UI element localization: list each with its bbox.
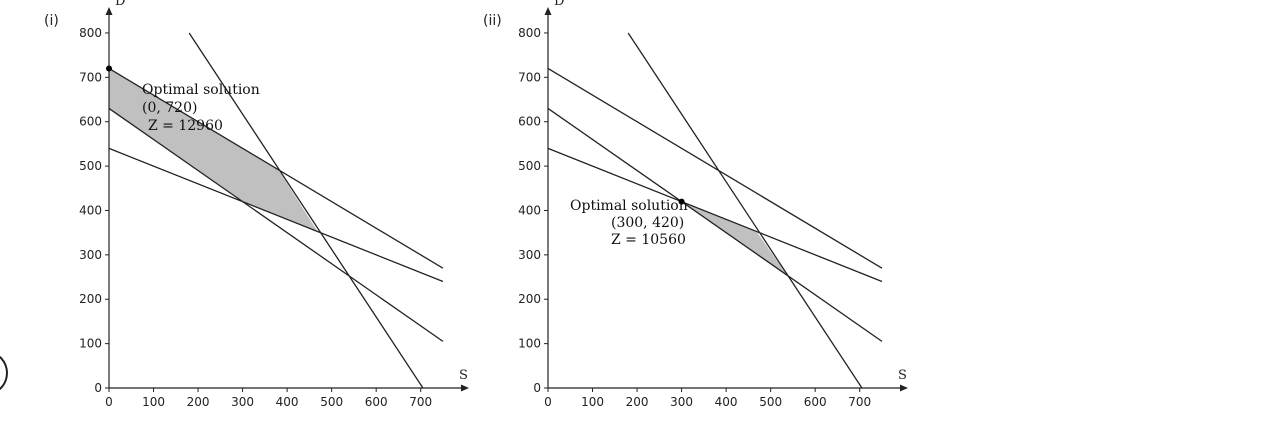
y-tick-label: 500 xyxy=(79,159,102,173)
x-tick-label: 100 xyxy=(581,395,604,409)
constraint-line xyxy=(547,67,883,269)
annotation-line: (0, 720) xyxy=(142,100,197,116)
annotation-line: Optimal solution xyxy=(570,198,688,214)
x-tick-label: 600 xyxy=(365,395,388,409)
y-axis-arrow xyxy=(105,6,113,15)
constraint-line xyxy=(547,147,883,283)
constraint-line xyxy=(188,32,424,389)
y-tick-label: 200 xyxy=(79,292,102,306)
annotation-line: Z = 12960 xyxy=(148,118,223,134)
x-tick-label: 100 xyxy=(142,395,165,409)
y-tick-label: 100 xyxy=(518,337,541,351)
y-tick-label: 600 xyxy=(79,115,102,129)
x-tick-label: 700 xyxy=(409,395,432,409)
y-axis-label: D xyxy=(554,0,564,9)
x-tick-label: 400 xyxy=(276,395,299,409)
y-tick-label: 700 xyxy=(79,70,102,84)
x-tick-label: 0 xyxy=(544,395,552,409)
y-tick-label: 0 xyxy=(94,381,102,395)
y-tick-label: 800 xyxy=(518,26,541,40)
y-tick-label: 300 xyxy=(79,248,102,262)
annotation-line: Optimal solution xyxy=(142,82,260,98)
y-axis-label: D xyxy=(115,0,125,9)
x-tick-label: 500 xyxy=(759,395,782,409)
y-tick-label: 600 xyxy=(518,115,541,129)
x-tick-label: 400 xyxy=(715,395,738,409)
y-tick-label: 500 xyxy=(518,159,541,173)
y-tick-label: 300 xyxy=(518,248,541,262)
x-axis-arrow xyxy=(899,384,908,392)
x-axis-arrow xyxy=(460,384,469,392)
x-tick-label: 300 xyxy=(231,395,254,409)
panel-label-i: (i) xyxy=(44,13,59,29)
x-tick-label: 200 xyxy=(626,395,649,409)
y-tick-label: 100 xyxy=(79,337,102,351)
x-axis-label: S xyxy=(898,368,907,383)
optimal-point xyxy=(678,198,685,205)
constraint-line xyxy=(627,32,863,389)
y-axis-arrow xyxy=(544,6,552,15)
x-tick-label: 600 xyxy=(804,395,827,409)
y-tick-label: 200 xyxy=(518,292,541,306)
panel-label-ii: (ii) xyxy=(483,13,502,29)
x-axis-label: S xyxy=(459,368,468,383)
x-tick-label: 0 xyxy=(105,395,113,409)
constraint-line xyxy=(547,107,883,342)
feasible-region xyxy=(109,68,319,233)
chart-panel-1: S D 0 100 200 300 400 500 600 700 0 100 200 300 400 500… xyxy=(79,0,469,409)
y-tick-label: 800 xyxy=(79,26,102,40)
y-tick-label: 700 xyxy=(518,70,541,84)
y-tick-label: 0 xyxy=(533,381,541,395)
x-tick-label: 200 xyxy=(187,395,210,409)
x-tick-label: 300 xyxy=(670,395,693,409)
y-tick-label: 400 xyxy=(518,203,541,217)
annotation-line: (300, 420) xyxy=(611,215,684,231)
constraint-line xyxy=(108,147,444,283)
constraint-line xyxy=(108,67,444,269)
x-tick-label: 700 xyxy=(848,395,871,409)
chart-panel-2: S D 0 100 200 300 400 500 600 700 0 100 200 300 400 500… xyxy=(518,0,908,409)
annotation-line: Z = 10560 xyxy=(611,232,686,248)
y-tick-label: 400 xyxy=(79,203,102,217)
optimal-point xyxy=(106,65,112,72)
x-tick-label: 500 xyxy=(320,395,343,409)
constraint-line xyxy=(108,107,444,342)
